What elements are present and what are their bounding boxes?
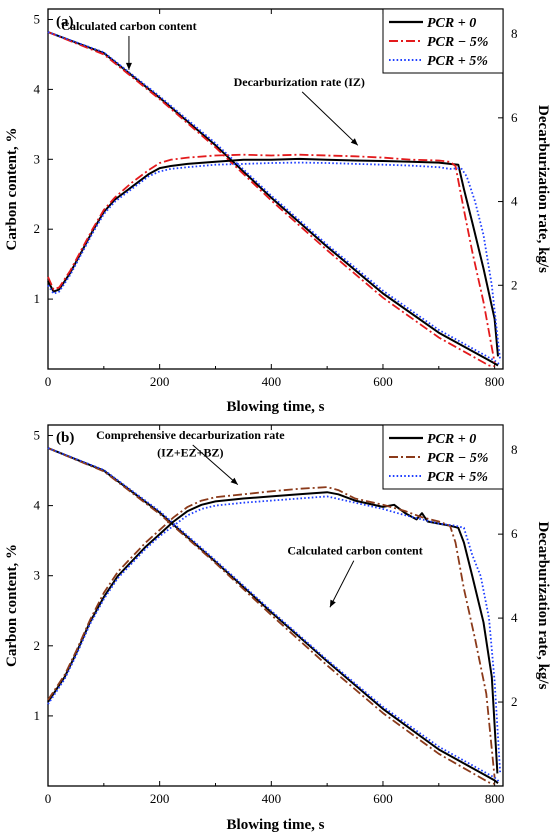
- chart-panel-a: 0 200 400 600 800 1 2 3 4 5 2 4 6 8 Blowing time, s Car…: [4, 8, 550, 415]
- series-line-rate-5: [47, 161, 502, 361]
- x-tick-label: 600: [373, 791, 393, 806]
- legend: PCR + 0 PCR − 5% PCR + 5%: [382, 8, 504, 74]
- annotation-arrowhead: [329, 599, 336, 608]
- annotation-text: (IZ+EZ+BZ): [157, 446, 223, 460]
- x-tick-label: 400: [262, 374, 282, 389]
- x-tick-label: 200: [150, 791, 170, 806]
- y-tick-label: 4: [34, 498, 41, 513]
- x-tick-label: 800: [485, 791, 505, 806]
- annotation-arrowhead: [125, 62, 132, 70]
- x-axis-title: Blowing time, s: [227, 399, 325, 415]
- y2-tick-label: 2: [511, 694, 518, 709]
- y2-tick-label: 8: [511, 26, 518, 41]
- legend-label: PCR + 5%: [427, 54, 488, 69]
- x-tick-label: 200: [150, 374, 170, 389]
- x-axis-title: Blowing time, s: [227, 817, 325, 833]
- legend-label: PCR − 5%: [427, 35, 488, 50]
- legend-label: PCR + 0: [427, 16, 476, 31]
- x-tick-label: 600: [373, 374, 393, 389]
- legend-label: PCR + 5%: [427, 470, 488, 485]
- annotation-arrowhead: [230, 477, 238, 485]
- annotation-arrowhead: [350, 138, 358, 146]
- y2-tick-label: 6: [511, 526, 518, 541]
- y2-tick-label: 4: [511, 610, 518, 625]
- y2-tick-label: 6: [511, 110, 518, 125]
- series-line-carbon-1: [47, 31, 495, 368]
- annotation-text: Calculated carbon content: [287, 544, 422, 558]
- y-tick-label: 2: [34, 221, 41, 236]
- y-axis-title: Carbon content, %: [4, 544, 20, 667]
- series-line-carbon-1: [47, 447, 495, 785]
- legend-label: PCR − 5%: [427, 451, 488, 466]
- y2-tick-label: 4: [511, 194, 518, 209]
- y2-tick-label: 2: [511, 277, 518, 292]
- plot-frame: [47, 8, 504, 370]
- panel-label: (a): [56, 14, 74, 30]
- series-line-rate-4: [47, 486, 496, 778]
- annotation-arrow: [301, 91, 359, 146]
- x-tick-label: 800: [485, 374, 505, 389]
- legend: PCR + 0 PCR − 5% PCR + 5%: [382, 424, 504, 490]
- panel-label: (b): [56, 430, 74, 446]
- chart-panel-b: 0 200 400 600 800 1 2 3 4 5 2 4 6 8 Blowing time, s Car…: [4, 424, 550, 833]
- y-axis-title: Carbon content, %: [4, 128, 20, 251]
- series-line-carbon-2: [47, 447, 501, 784]
- series-line-rate-5: [47, 495, 502, 774]
- x-tick-label: 0: [45, 374, 52, 389]
- annotation-arrow: [192, 444, 239, 485]
- y-tick-label: 1: [34, 708, 41, 723]
- y2-axis-title: Decarburization rate, kg/s: [535, 522, 550, 690]
- y-tick-label: 5: [34, 11, 41, 26]
- series-line-rate-3: [47, 157, 499, 357]
- x-tick-label: 400: [262, 791, 282, 806]
- y-tick-label: 4: [34, 81, 41, 96]
- annotation-text: Comprehensive decarburization rate: [96, 428, 285, 442]
- y-tick-label: 3: [34, 568, 41, 583]
- y-tick-label: 3: [34, 151, 41, 166]
- y2-axis-title: Decarburization rate, kg/s: [535, 105, 550, 273]
- y2-tick-label: 8: [511, 442, 518, 457]
- x-tick-label: 0: [45, 791, 52, 806]
- plot-frame: [47, 424, 504, 787]
- y-tick-label: 2: [34, 638, 41, 653]
- series-line-carbon-0: [47, 447, 499, 784]
- y-tick-label: 5: [34, 428, 41, 443]
- legend-label: PCR + 0: [427, 432, 476, 447]
- y-tick-label: 1: [34, 291, 41, 306]
- annotation-text: Calculated carbon content: [61, 19, 196, 33]
- annotation-arrow: [329, 560, 355, 608]
- series-line-rate-3: [47, 491, 499, 774]
- series-line-rate-4: [47, 153, 496, 363]
- annotation-text: Decarburization rate (IZ): [234, 75, 365, 89]
